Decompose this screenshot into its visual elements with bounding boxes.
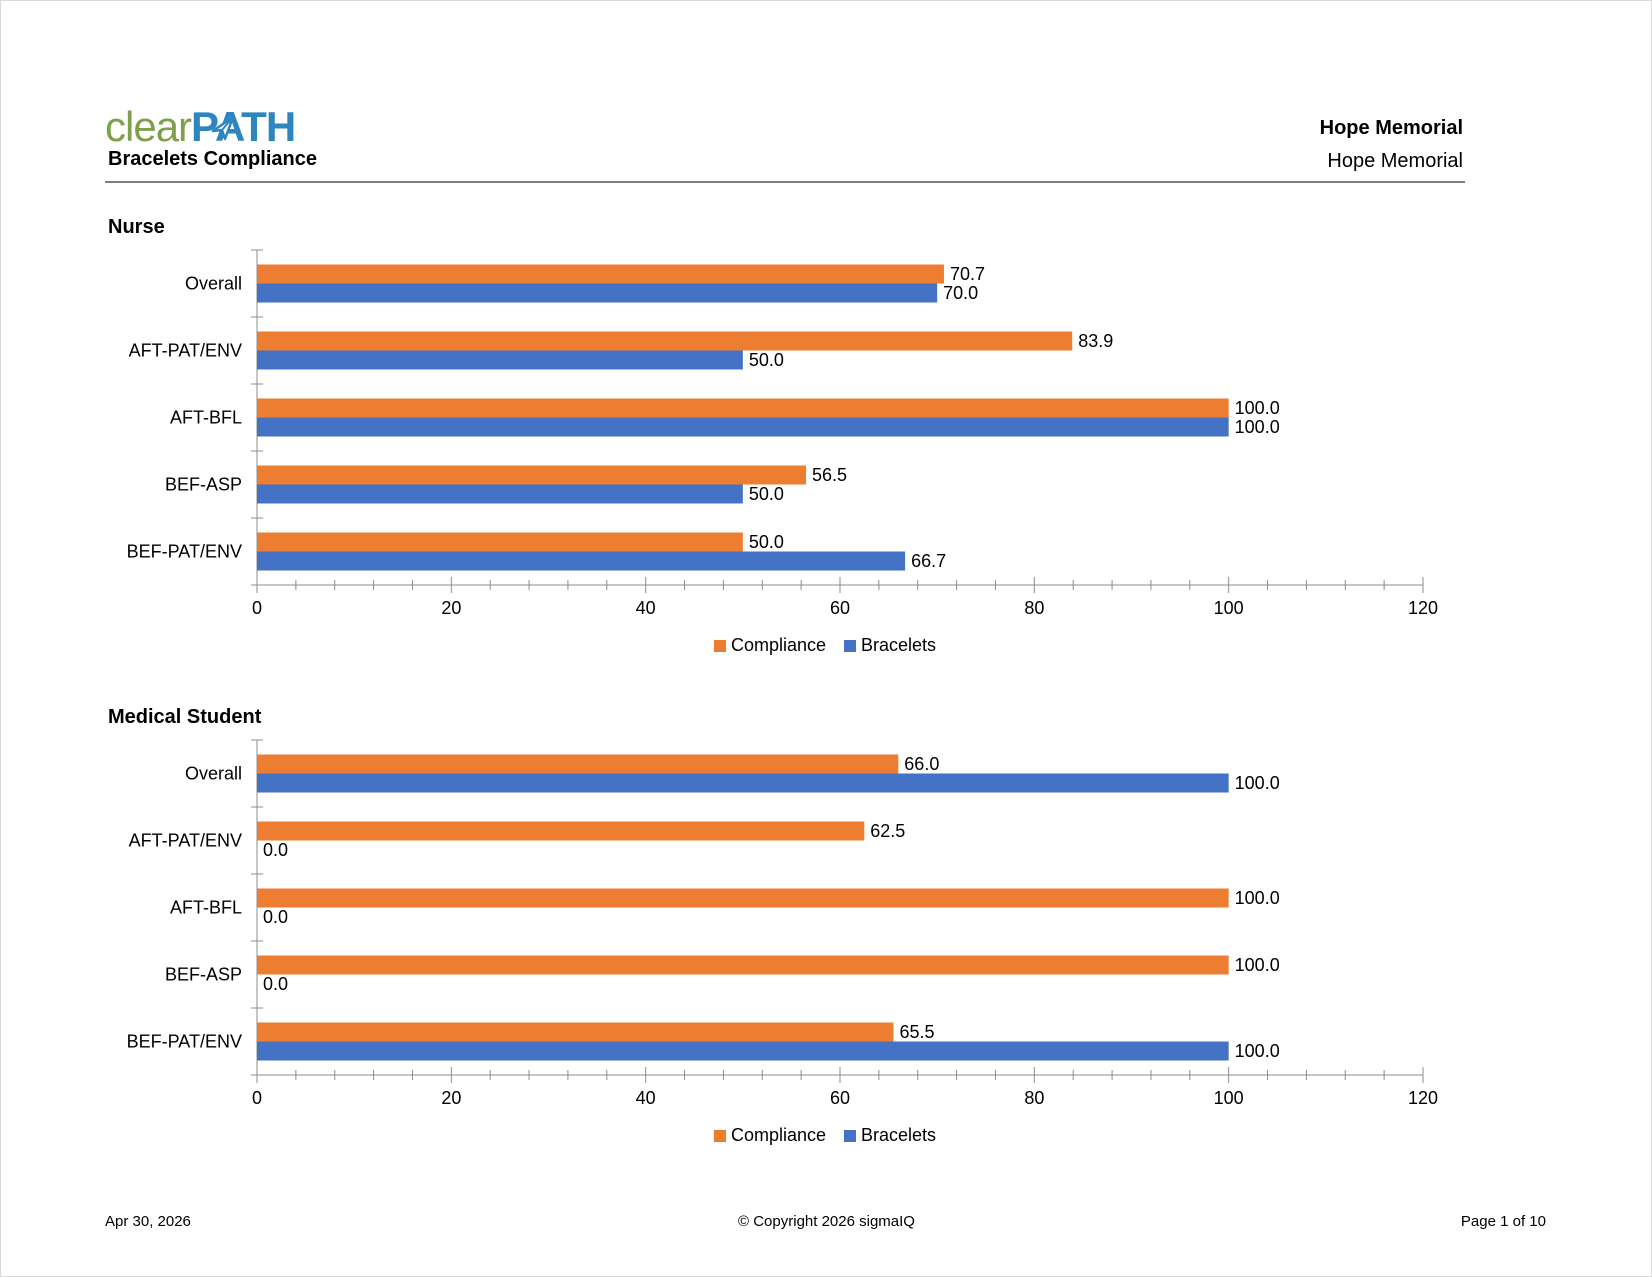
category-label: BEF-ASP xyxy=(165,965,242,985)
bar-compliance xyxy=(257,532,743,552)
category-label: BEF-PAT/ENV xyxy=(127,1032,242,1052)
data-label: 66.0 xyxy=(904,754,939,774)
bar-bracelets xyxy=(257,350,743,370)
bar-compliance xyxy=(257,821,865,841)
data-label: 56.5 xyxy=(812,465,847,485)
legend-label-compliance: Compliance xyxy=(731,635,826,655)
footer-date: Apr 30, 2026 xyxy=(105,1213,191,1230)
legend-label-bracelets: Bracelets xyxy=(861,635,936,655)
nurse-chart-title: Nurse xyxy=(108,216,165,238)
data-label: 100.0 xyxy=(1235,398,1280,418)
data-label: 100.0 xyxy=(1235,1041,1280,1061)
bar-bracelets xyxy=(257,773,1229,793)
report-title: Bracelets Compliance xyxy=(108,148,317,170)
x-tick-label: 80 xyxy=(1024,598,1044,618)
x-tick-label: 60 xyxy=(830,598,850,618)
data-label: 0.0 xyxy=(263,840,288,860)
x-tick-label: 100 xyxy=(1214,1088,1244,1108)
x-tick-label: 40 xyxy=(636,1088,656,1108)
medical-student-bar-chart: 0 20 40 60 80 100 120 Overall 66.0 100.0 AFT-PAT/E… xyxy=(127,739,1438,1145)
x-tick-label: 40 xyxy=(636,598,656,618)
data-label: 100.0 xyxy=(1235,955,1280,975)
data-label: 0.0 xyxy=(263,974,288,994)
category-label: BEF-PAT/ENV xyxy=(127,542,242,562)
category-label: AFT-PAT/ENV xyxy=(129,341,242,361)
bar-compliance xyxy=(257,264,944,284)
category-label: AFT-PAT/ENV xyxy=(129,831,242,851)
bar-bracelets xyxy=(257,1041,1229,1061)
bar-compliance xyxy=(257,398,1229,418)
category-label: AFT-BFL xyxy=(170,898,242,918)
logo-text-path: PATH xyxy=(191,103,296,150)
x-tick-label: 120 xyxy=(1408,598,1438,618)
data-label: 100.0 xyxy=(1235,417,1280,437)
data-label: 70.0 xyxy=(943,283,978,303)
data-label: 0.0 xyxy=(263,907,288,927)
x-tick-label: 0 xyxy=(252,598,262,618)
legend-swatch-compliance xyxy=(714,640,726,652)
data-label: 50.0 xyxy=(749,350,784,370)
legend-swatch-bracelets xyxy=(844,640,856,652)
clearpath-logo: clearPATH xyxy=(105,103,296,150)
x-tick-label: 0 xyxy=(252,1088,262,1108)
nurse-bar-chart: 0 20 40 60 80 100 120 Overall 70.770.0 AFT-PAT/EN… xyxy=(127,249,1438,655)
legend-swatch-compliance xyxy=(714,1130,726,1142)
bar-bracelets xyxy=(257,417,1229,437)
header-divider xyxy=(105,181,1465,183)
x-tick-label: 60 xyxy=(830,1088,850,1108)
data-label: 83.9 xyxy=(1078,331,1113,351)
bar-bracelets xyxy=(257,484,743,504)
footer-page-number: Page 1 of 10 xyxy=(1460,1213,1546,1230)
bar-bracelets xyxy=(257,283,938,303)
x-tick-label: 20 xyxy=(441,1088,461,1108)
logo-text-clear: clear xyxy=(105,103,192,150)
data-label: 65.5 xyxy=(899,1022,934,1042)
data-label: 50.0 xyxy=(749,484,784,504)
category-label: Overall xyxy=(185,764,242,784)
data-label: 100.0 xyxy=(1235,773,1280,793)
data-label: 62.5 xyxy=(870,821,905,841)
bar-compliance xyxy=(257,754,899,774)
paper-plane-icon xyxy=(211,115,235,141)
data-label: 100.0 xyxy=(1235,888,1280,908)
legend-swatch-bracelets xyxy=(844,1130,856,1142)
bar-compliance xyxy=(257,888,1229,908)
category-label: BEF-ASP xyxy=(165,475,242,495)
data-label: 50.0 xyxy=(749,532,784,552)
legend-label-bracelets: Bracelets xyxy=(861,1125,936,1145)
bar-bracelets xyxy=(257,551,906,571)
hospital-name: Hope Memorial xyxy=(1327,150,1463,172)
footer-copyright: © Copyright 2026 sigmaIQ xyxy=(738,1213,915,1230)
category-label: Overall xyxy=(185,274,242,294)
category-label: AFT-BFL xyxy=(170,408,242,428)
x-tick-label: 20 xyxy=(441,598,461,618)
x-tick-label: 120 xyxy=(1408,1088,1438,1108)
x-tick-label: 80 xyxy=(1024,1088,1044,1108)
data-label: 70.7 xyxy=(950,264,985,284)
bar-compliance xyxy=(257,465,806,485)
data-label: 66.7 xyxy=(911,551,946,571)
legend-label-compliance: Compliance xyxy=(731,1125,826,1145)
bar-compliance xyxy=(257,1022,894,1042)
medical-student-chart-title: Medical Student xyxy=(108,706,262,728)
bar-compliance xyxy=(257,955,1229,975)
x-tick-label: 100 xyxy=(1214,598,1244,618)
bar-compliance xyxy=(257,331,1073,351)
hospital-name-bold: Hope Memorial xyxy=(1319,117,1463,139)
